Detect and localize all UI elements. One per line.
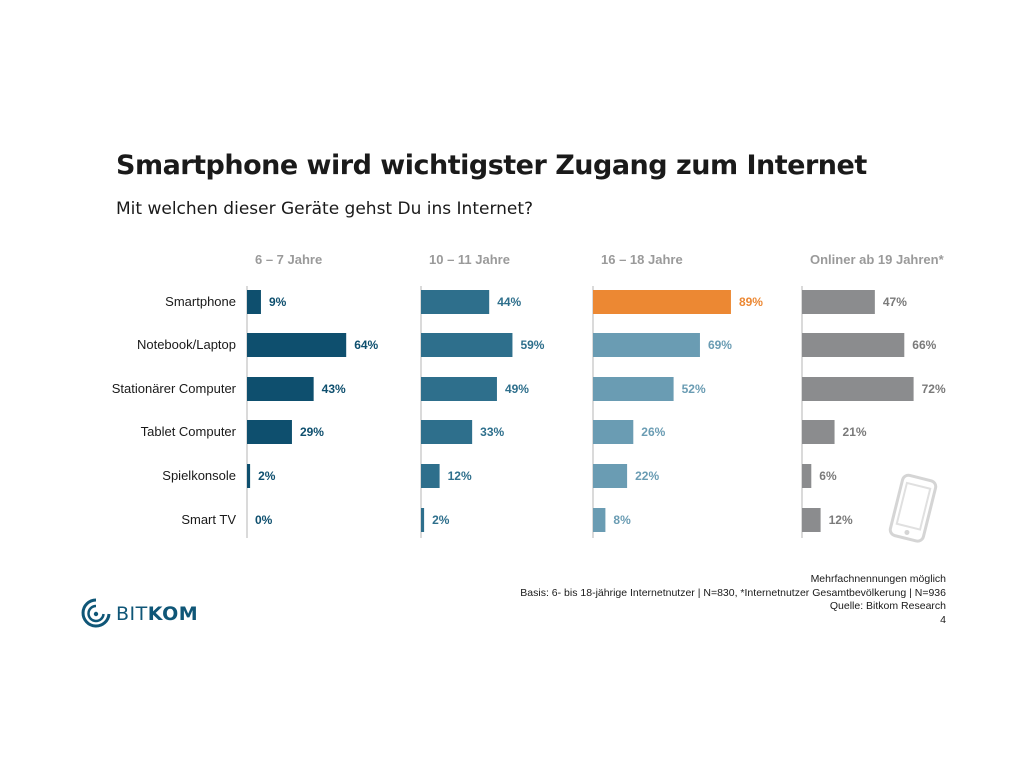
bar-value-label: 49% — [505, 382, 529, 396]
bitkom-logo-icon — [81, 598, 111, 628]
bar-value-label: 12% — [448, 469, 472, 483]
category-label: Stationärer Computer — [112, 381, 237, 396]
bar — [802, 333, 905, 357]
note-basis: Basis: 6- bis 18-jährige Internetnutzer … — [520, 586, 946, 599]
bar — [802, 377, 914, 401]
bar-value-label: 66% — [912, 338, 936, 352]
bar-value-label: 2% — [258, 469, 276, 483]
bar-value-label: 2% — [432, 513, 450, 527]
bar — [802, 420, 835, 444]
bar-value-label: 22% — [635, 469, 659, 483]
bar — [421, 290, 490, 314]
series-header: 10 – 11 Jahre — [429, 252, 510, 267]
page-number: 4 — [940, 613, 946, 626]
note-source: Quelle: Bitkom Research — [829, 600, 946, 612]
bar-value-label: 47% — [883, 295, 907, 309]
bar-value-label: 72% — [922, 382, 946, 396]
bar-value-label: 89% — [739, 295, 763, 309]
bar — [247, 420, 292, 444]
bar — [593, 290, 731, 314]
bar — [593, 333, 700, 357]
bar-value-label: 64% — [354, 338, 378, 352]
bar-value-label: 12% — [829, 513, 853, 527]
bar-value-label: 21% — [843, 425, 867, 439]
bitkom-logo: BITKOM — [80, 596, 198, 632]
bar-value-label: 59% — [520, 338, 544, 352]
category-label: Notebook/Laptop — [137, 337, 236, 352]
bar — [593, 420, 634, 444]
bar-value-label: 26% — [641, 425, 665, 439]
bar-value-label: 44% — [497, 295, 521, 309]
bar — [247, 464, 251, 488]
bar-value-label: 52% — [682, 382, 706, 396]
bar-value-label: 43% — [322, 382, 346, 396]
bar — [421, 420, 473, 444]
bar — [802, 464, 812, 488]
bar-value-label: 69% — [708, 338, 732, 352]
category-label: Smart TV — [181, 512, 236, 527]
bar-value-label: 0% — [255, 513, 273, 527]
logo-text-regular: BIT — [116, 603, 148, 625]
bar-value-label: 33% — [480, 425, 504, 439]
series-header: 6 – 7 Jahre — [255, 252, 322, 267]
category-label: Smartphone — [165, 294, 236, 309]
category-label: Spielkonsole — [162, 468, 236, 483]
bar — [802, 290, 875, 314]
smartphone-icon — [888, 473, 938, 543]
bar — [593, 464, 628, 488]
note-multiple-answers: Mehrfachnennungen möglich — [810, 573, 946, 585]
series-header: 16 – 18 Jahre — [601, 252, 683, 267]
bar — [593, 377, 674, 401]
bar — [247, 333, 347, 357]
bar-value-label: 29% — [300, 425, 324, 439]
bar — [421, 377, 497, 401]
series-header: Onliner ab 19 Jahren* — [810, 252, 945, 267]
bar-value-label: 6% — [819, 469, 837, 483]
footnotes: Mehrfachnennungen möglich Basis: 6- bis … — [520, 573, 946, 627]
bar — [802, 508, 821, 532]
category-label: Tablet Computer — [141, 424, 237, 439]
bar — [593, 508, 606, 532]
bar — [421, 333, 513, 357]
chart-subtitle: Mit welchen dieser Geräte gehst Du ins I… — [116, 199, 534, 219]
bar-value-label: 9% — [269, 295, 287, 309]
bar — [421, 508, 425, 532]
bar-value-label: 8% — [613, 513, 631, 527]
bar — [421, 464, 440, 488]
logo-text-bold: KOM — [147, 603, 199, 625]
bar — [247, 377, 314, 401]
bar — [247, 290, 261, 314]
chart-title: Smartphone wird wichtigster Zugang zum I… — [116, 150, 867, 181]
